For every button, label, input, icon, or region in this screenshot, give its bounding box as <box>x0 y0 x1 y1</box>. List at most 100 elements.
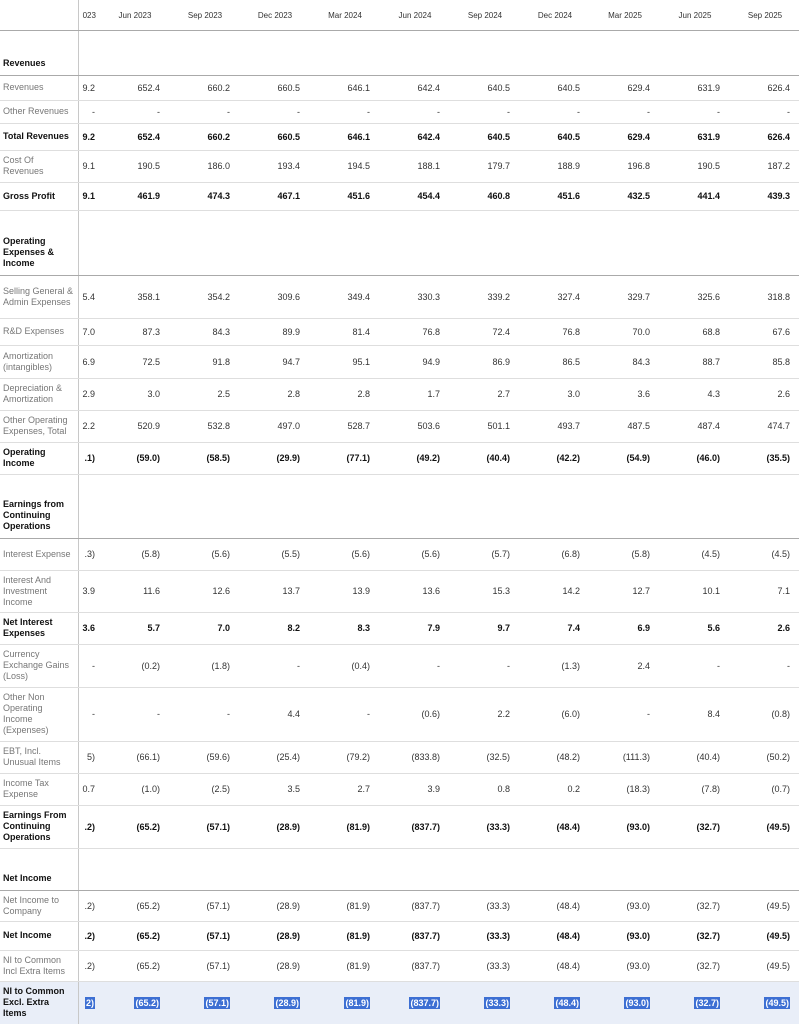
value-cell: (33.3) <box>450 805 520 849</box>
value-cell: 631.9 <box>660 75 730 101</box>
corner-cell <box>0 0 79 31</box>
value-cell: 631.9 <box>660 123 730 151</box>
value-cell: 188.1 <box>380 150 450 183</box>
empty-cell <box>100 848 170 891</box>
row-label: Currency Exchange Gains (Loss) <box>0 644 79 688</box>
value-cell: (40.4) <box>660 741 730 774</box>
empty-cell <box>100 210 170 276</box>
empty-cell <box>170 30 240 76</box>
data-row: NI to Common Incl Extra Items .2) (65.2) (5… <box>0 950 799 982</box>
value-cell: (46.0) <box>660 442 730 475</box>
value-cell: (5.6) <box>170 538 240 571</box>
value-cell: 193.4 <box>240 150 310 183</box>
value-cell: 652.4 <box>100 123 170 151</box>
value-cell: .1) <box>78 442 100 475</box>
value-cell: (32.7) <box>660 890 730 922</box>
value-cell: 629.4 <box>590 123 660 151</box>
data-row: R&D Expenses 7.0 87.3 84.3 89.9 81.4 76.8 72.4 7… <box>0 318 799 346</box>
value-cell: 3.6 <box>78 612 100 645</box>
empty-cell <box>240 210 310 276</box>
value-cell: 2.7 <box>310 773 380 806</box>
value-cell: 76.8 <box>380 318 450 346</box>
empty-cell <box>380 30 450 76</box>
data-row: Amortization (intangibles) 6.9 72.5 91.8 94.… <box>0 345 799 379</box>
value-cell: 2.8 <box>310 378 380 411</box>
value-cell: 11.6 <box>100 570 170 613</box>
value-cell: (0.8) <box>730 687 799 742</box>
value-cell: (81.9) <box>310 950 380 982</box>
period-header: Sep 2025 <box>730 0 799 31</box>
value-cell: (57.1) <box>170 921 240 951</box>
empty-cell <box>170 210 240 276</box>
value-cell: 2.2 <box>78 410 100 443</box>
row-label: NI to Common Excl. Extra Items <box>0 981 79 1024</box>
value-cell: 3.5 <box>240 773 310 806</box>
value-cell: - <box>730 644 799 688</box>
value-cell: (49.5) <box>730 950 799 982</box>
value-cell: 194.5 <box>310 150 380 183</box>
value-cell: 2.7 <box>450 378 520 411</box>
value-cell: 629.4 <box>590 75 660 101</box>
empty-cell <box>380 474 450 539</box>
value-cell: 325.6 <box>660 275 730 319</box>
selected-value: 2) <box>84 996 95 1009</box>
value-cell: (49.5) <box>730 890 799 922</box>
empty-cell <box>730 30 799 76</box>
value-cell: - <box>310 687 380 742</box>
empty-cell <box>240 474 310 539</box>
selected-value: (48.4) <box>554 996 580 1009</box>
value-cell: (93.0) <box>590 950 660 982</box>
row-label: Selling General & Admin Expenses <box>0 275 79 319</box>
empty-cell <box>78 474 100 539</box>
empty-cell <box>730 210 799 276</box>
value-cell: (66.1) <box>100 741 170 774</box>
value-cell: (28.9) <box>240 981 310 1024</box>
data-row: Interest Expense .3) (5.8) (5.6) (5.5) (5.6)(… <box>0 538 799 571</box>
period-header: Mar 2025 <box>590 0 660 31</box>
value-cell: 190.5 <box>660 150 730 183</box>
value-cell: (93.0) <box>590 805 660 849</box>
value-cell: (50.2) <box>730 741 799 774</box>
value-cell: (5.6) <box>380 538 450 571</box>
empty-cell <box>100 474 170 539</box>
empty-cell <box>590 210 660 276</box>
value-cell: 2.4 <box>590 644 660 688</box>
value-cell: (837.7) <box>380 950 450 982</box>
value-cell: 3.0 <box>520 378 590 411</box>
section-title: Earnings from Continuing Operations <box>0 474 79 539</box>
data-row: Interest And Investment Income 3.9 11.6 12.… <box>0 570 799 613</box>
value-cell: 9.1 <box>78 150 100 183</box>
value-cell: .3) <box>78 538 100 571</box>
data-row: Gross Profit 9.1 461.9 474.3 467.1 451.6 454.4… <box>0 182 799 211</box>
value-cell: - <box>380 100 450 124</box>
section-row: Net Income <box>0 848 799 891</box>
value-cell: (1.3) <box>520 644 590 688</box>
value-cell: (33.3) <box>450 890 520 922</box>
value-cell: 2.6 <box>730 612 799 645</box>
value-cell: - <box>78 687 100 742</box>
value-cell: 12.7 <box>590 570 660 613</box>
value-cell: 8.3 <box>310 612 380 645</box>
value-cell: (1.8) <box>170 644 240 688</box>
value-cell: 358.1 <box>100 275 170 319</box>
value-cell: - <box>100 687 170 742</box>
value-cell: 330.3 <box>380 275 450 319</box>
value-cell: 626.4 <box>730 75 799 101</box>
row-label: R&D Expenses <box>0 318 79 346</box>
value-cell: (65.2) <box>100 981 170 1024</box>
value-cell: 0.8 <box>450 773 520 806</box>
row-label: Total Revenues <box>0 123 79 151</box>
data-row: Selling General & Admin Expenses 5.4 358.1… <box>0 275 799 319</box>
value-cell: 474.3 <box>170 182 240 211</box>
value-cell: 12.6 <box>170 570 240 613</box>
value-cell: (0.2) <box>100 644 170 688</box>
value-cell: (28.9) <box>240 950 310 982</box>
value-cell: 88.7 <box>660 345 730 379</box>
value-cell: 10.1 <box>660 570 730 613</box>
value-cell: .2) <box>78 890 100 922</box>
value-cell: 528.7 <box>310 410 380 443</box>
value-cell: (48.4) <box>520 890 590 922</box>
value-cell: 76.8 <box>520 318 590 346</box>
row-label: Net Interest Expenses <box>0 612 79 645</box>
